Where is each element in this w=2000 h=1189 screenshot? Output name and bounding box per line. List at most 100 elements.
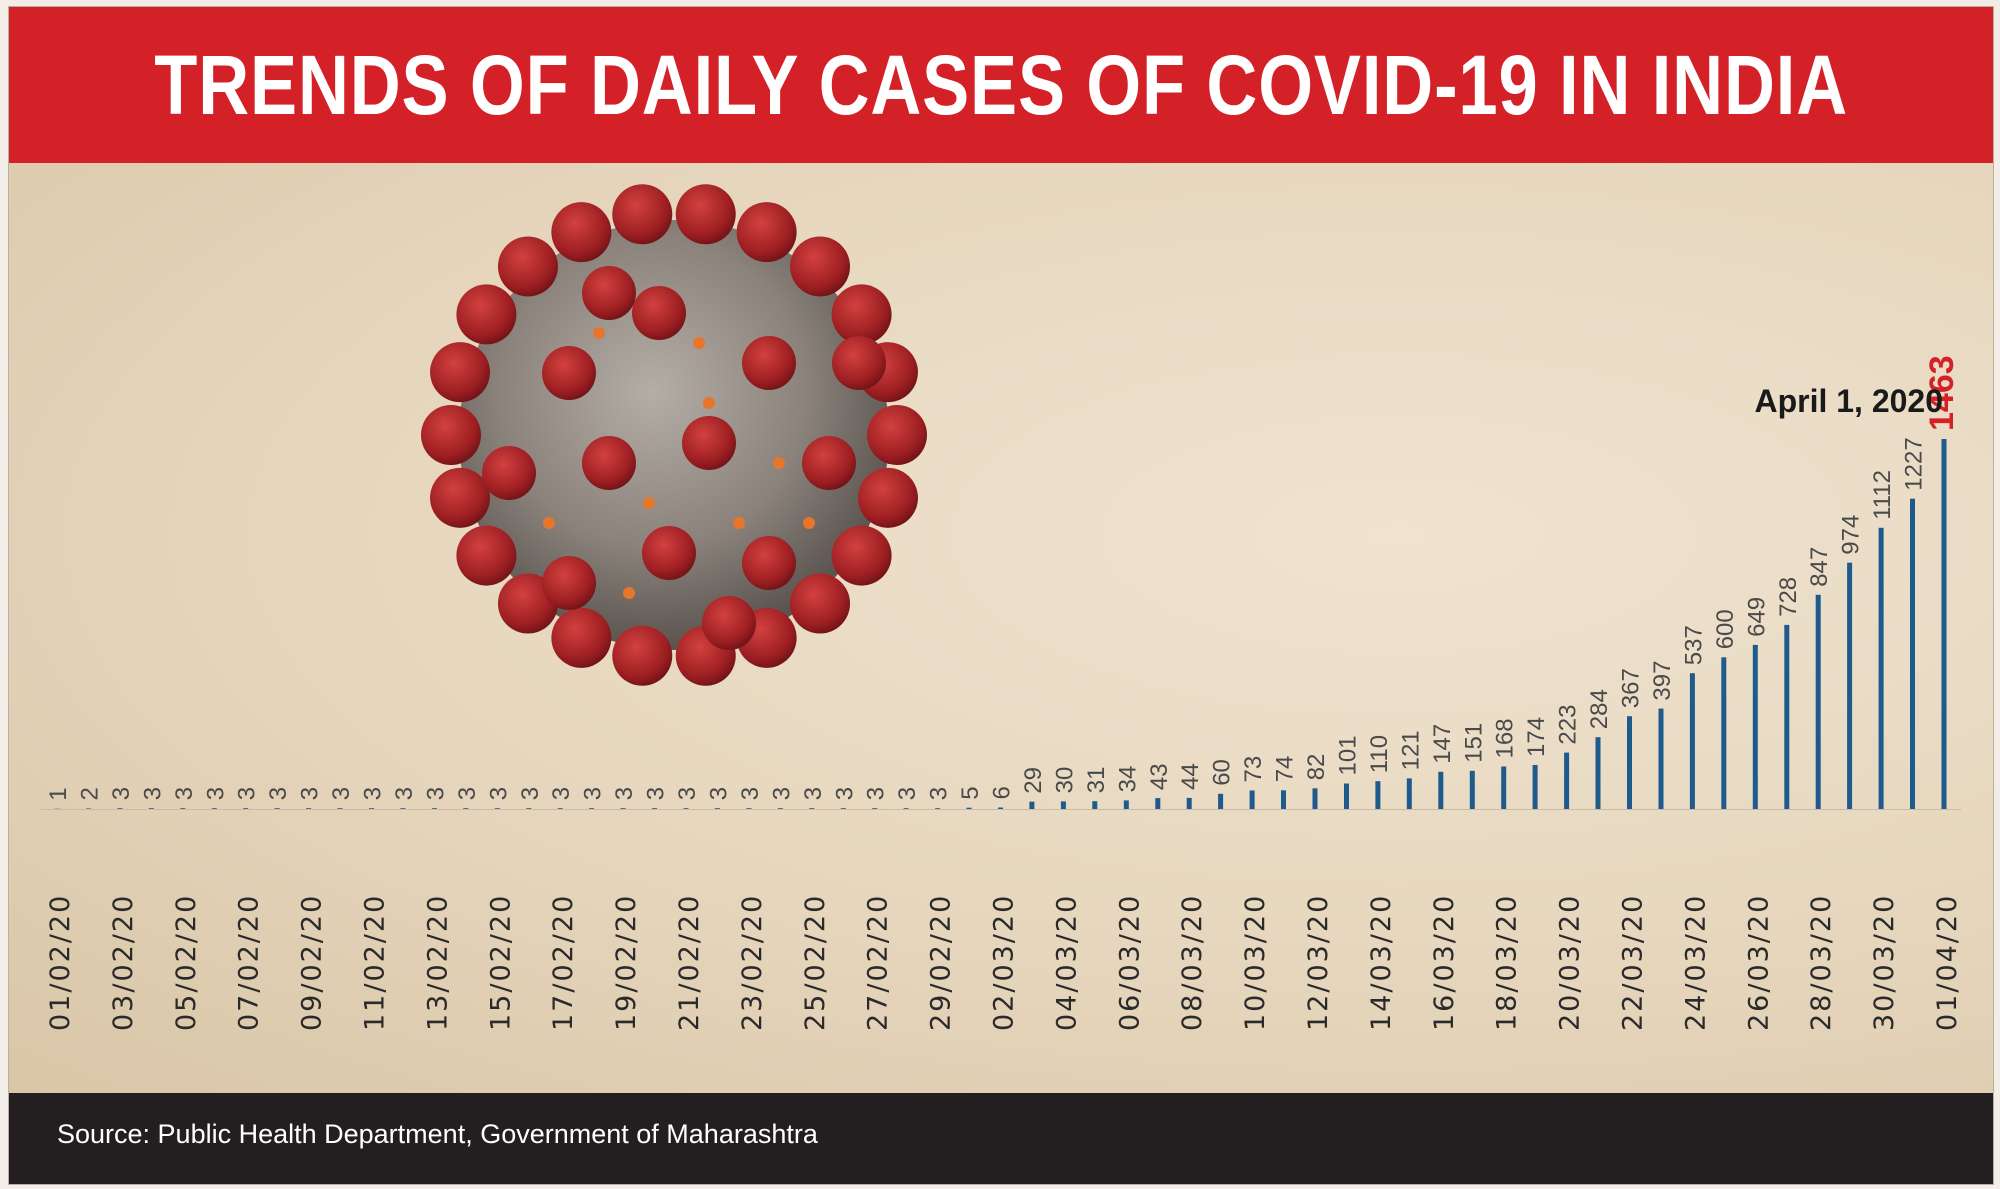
- bar: [1312, 788, 1318, 809]
- data-label: 60: [1209, 759, 1236, 786]
- data-label: 6: [989, 786, 1016, 799]
- data-label: 34: [1114, 766, 1141, 793]
- x-tick-label: 06/03/20: [1114, 894, 1145, 1031]
- data-label: 3: [234, 787, 261, 800]
- data-label: 31: [1083, 766, 1110, 793]
- bar: [1532, 765, 1538, 809]
- bar: [1658, 708, 1664, 809]
- data-label: 3: [800, 787, 827, 800]
- bar: [1878, 527, 1884, 809]
- chart-title: TRENDS OF DAILY CASES OF COVID-19 IN IND…: [154, 37, 1848, 132]
- data-label: 147: [1429, 724, 1456, 764]
- bar: [180, 808, 186, 809]
- x-tick-label: 19/02/20: [611, 894, 642, 1031]
- infographic: TRENDS OF DAILY CASES OF COVID-19 IN IND…: [8, 6, 1994, 1185]
- bar: [1784, 624, 1790, 809]
- x-tick-label: 12/03/20: [1303, 894, 1334, 1031]
- data-label: 2: [77, 787, 104, 800]
- data-label: 3: [391, 787, 418, 800]
- bar: [1752, 644, 1758, 809]
- data-label: 3: [926, 787, 953, 800]
- data-label: 3: [705, 787, 732, 800]
- x-tick-label: 01/04/20: [1932, 894, 1963, 1031]
- bar: [1501, 766, 1507, 809]
- bar: [369, 808, 374, 809]
- x-tick-label: 28/03/20: [1806, 894, 1837, 1031]
- x-tick-label: 16/03/20: [1429, 894, 1460, 1031]
- x-tick-label: 11/02/20: [360, 894, 391, 1031]
- x-tick-label: 24/03/20: [1680, 894, 1711, 1031]
- bar: [652, 808, 657, 809]
- data-label: 3: [737, 787, 764, 800]
- footer: Source: Public Health Department, Govern…: [9, 1093, 1993, 1184]
- bar: [1406, 778, 1412, 809]
- data-label: 3: [422, 787, 449, 800]
- data-label: 3: [894, 787, 921, 800]
- bar: [777, 808, 783, 809]
- x-tick-label: 04/03/20: [1051, 894, 1082, 1031]
- data-label: 3: [360, 787, 387, 800]
- bar: [1123, 800, 1129, 809]
- bar: [1155, 798, 1161, 809]
- bar: [840, 808, 846, 809]
- bar: [1375, 781, 1381, 809]
- bar: [211, 808, 217, 809]
- data-label: 73: [1240, 756, 1267, 783]
- data-label: 174: [1523, 717, 1550, 757]
- x-tick-label: 05/02/20: [171, 894, 202, 1031]
- x-tick-label: 03/02/20: [108, 894, 139, 1031]
- bar: [431, 808, 437, 809]
- x-tick-label: 15/02/20: [485, 894, 516, 1031]
- data-label: 82: [1303, 754, 1330, 781]
- data-label: 5: [957, 786, 984, 799]
- bar: [463, 808, 469, 809]
- x-tick-label: 25/02/20: [800, 894, 831, 1031]
- x-tick-label: 17/02/20: [548, 894, 579, 1031]
- bar-chart: 1 2 3 3 3 3 3 3 3 3 3 3 3 3 3 3 3 3 3 3 3 3 3 3 3 3 3 3 3 5 6 29 30 31 34 4…: [39, 184, 1963, 1031]
- bar: [1689, 673, 1695, 809]
- bar: [86, 808, 91, 809]
- x-tick-label: 20/03/20: [1555, 894, 1586, 1031]
- bar: [935, 808, 941, 809]
- data-label: 30: [1051, 767, 1078, 794]
- x-tick-label: 18/03/20: [1492, 894, 1523, 1031]
- data-label: 3: [517, 787, 544, 800]
- bar: [337, 808, 343, 809]
- data-label: 367: [1618, 668, 1645, 708]
- x-tick-label: 27/02/20: [863, 894, 894, 1031]
- bar: [683, 808, 689, 809]
- data-label: 29: [1020, 767, 1047, 794]
- bar: [117, 808, 123, 809]
- data-label: 101: [1335, 735, 1362, 775]
- data-label: 3: [171, 787, 198, 800]
- data-label: 1112: [1869, 470, 1896, 520]
- bar: [872, 808, 878, 809]
- bar: [400, 808, 406, 809]
- data-label: 44: [1177, 763, 1204, 790]
- data-label: 284: [1586, 689, 1613, 729]
- bar: [1564, 752, 1570, 809]
- data-label: 1463: [1923, 355, 1961, 431]
- bar: [903, 808, 909, 809]
- chart-area: 1 2 3 3 3 3 3 3 3 3 3 3 3 3 3 3 3 3 3 3 3 3 3 3 3 3 3 3 3 5 6 29 30 31 34 4…: [9, 163, 1993, 1093]
- data-label: 3: [611, 787, 638, 800]
- bar: [966, 807, 972, 809]
- bar: [1438, 771, 1444, 809]
- bar: [1847, 562, 1853, 809]
- x-tick-label: 13/02/20: [422, 894, 453, 1031]
- bar: [1186, 797, 1192, 809]
- data-label: 43: [1146, 763, 1173, 790]
- x-tick-label: 02/03/20: [989, 894, 1020, 1031]
- bar: [274, 808, 280, 809]
- data-label: 3: [297, 787, 324, 800]
- data-label: 110: [1366, 735, 1393, 773]
- x-tick-label: 29/02/20: [926, 894, 957, 1031]
- data-label: 3: [863, 787, 890, 800]
- coronavirus-icon: [421, 184, 927, 686]
- x-tick-label: 30/03/20: [1869, 894, 1900, 1031]
- data-label: 223: [1555, 705, 1582, 745]
- data-label: 151: [1460, 723, 1487, 763]
- x-tick-label: 14/03/20: [1366, 894, 1397, 1031]
- bar: [589, 808, 595, 809]
- data-label: 537: [1680, 625, 1707, 665]
